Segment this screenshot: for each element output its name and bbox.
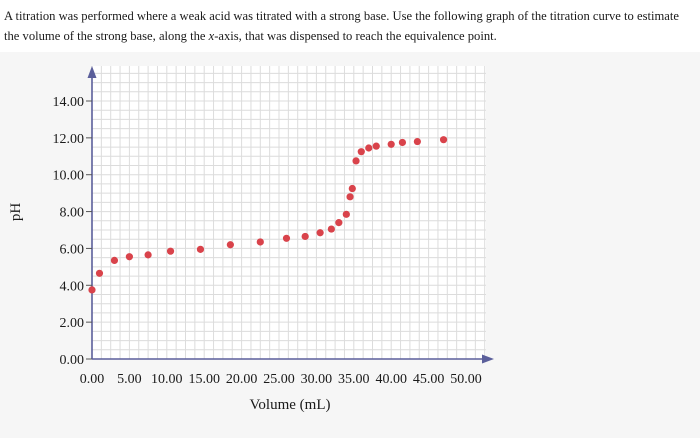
data-point <box>256 238 264 246</box>
data-point <box>327 225 335 233</box>
x-tick-label: 35.00 <box>338 372 370 387</box>
question-part2: -axis, that was dispensed to reach the e… <box>214 29 497 43</box>
data-point <box>226 241 234 249</box>
y-tick-label: 0.00 <box>60 353 85 368</box>
data-point <box>110 256 119 265</box>
question-part1: A titration was performed where a weak a… <box>4 9 679 43</box>
x-tick-label: 10.00 <box>151 372 183 387</box>
data-point <box>357 148 365 156</box>
data-point <box>166 247 175 255</box>
data-point <box>439 136 448 144</box>
grid <box>91 66 486 360</box>
question-italic: x <box>208 29 215 43</box>
x-axis-label: Volume (mL) <box>250 397 331 413</box>
data-point <box>413 137 421 146</box>
data-point <box>88 286 96 294</box>
x-tick-label: 0.00 <box>80 372 105 387</box>
data-point <box>316 229 324 237</box>
y-tick-label: 6.00 <box>60 242 85 257</box>
data-point <box>301 232 309 241</box>
data-point <box>335 219 343 227</box>
data-point <box>348 184 356 193</box>
ticks: 0.00 2.00 4.00 6.00 8.00 10.00 12.00 14.00 0.00 5… <box>53 95 482 387</box>
data-point <box>398 138 407 147</box>
data-point <box>346 193 354 201</box>
data-point <box>125 253 133 261</box>
data-point <box>387 140 395 148</box>
x-tick-label: 5.00 <box>117 372 142 387</box>
data-point <box>144 251 152 259</box>
axes <box>87 66 494 364</box>
x-axis-arrow <box>482 354 494 364</box>
y-tick-label: 10.00 <box>53 169 85 184</box>
x-tick-label: 40.00 <box>375 372 407 387</box>
x-tick-label: 50.00 <box>450 372 482 387</box>
data-point <box>196 245 205 253</box>
x-tick-label: 20.00 <box>226 372 258 387</box>
data-point <box>372 142 380 150</box>
data-point <box>365 144 373 152</box>
x-tick-label: 25.00 <box>263 372 295 387</box>
y-tick-label: 14.00 <box>53 95 85 110</box>
y-axis-arrow <box>87 66 97 78</box>
data-point <box>95 269 104 277</box>
x-tick-label: 45.00 <box>413 372 445 387</box>
y-tick-label: 2.00 <box>60 316 85 331</box>
y-tick-label: 8.00 <box>60 206 85 221</box>
data-point <box>342 210 350 218</box>
y-tick-label: 4.00 <box>60 279 85 294</box>
x-tick-label: 30.00 <box>301 372 333 387</box>
y-tick-label: 12.00 <box>53 132 85 147</box>
question-text: A titration was performed where a weak a… <box>4 6 696 46</box>
data-points <box>88 136 448 294</box>
x-tick-label: 15.00 <box>188 372 220 387</box>
y-axis-label: pH <box>8 203 24 222</box>
data-point <box>282 234 291 242</box>
data-point <box>352 157 360 165</box>
